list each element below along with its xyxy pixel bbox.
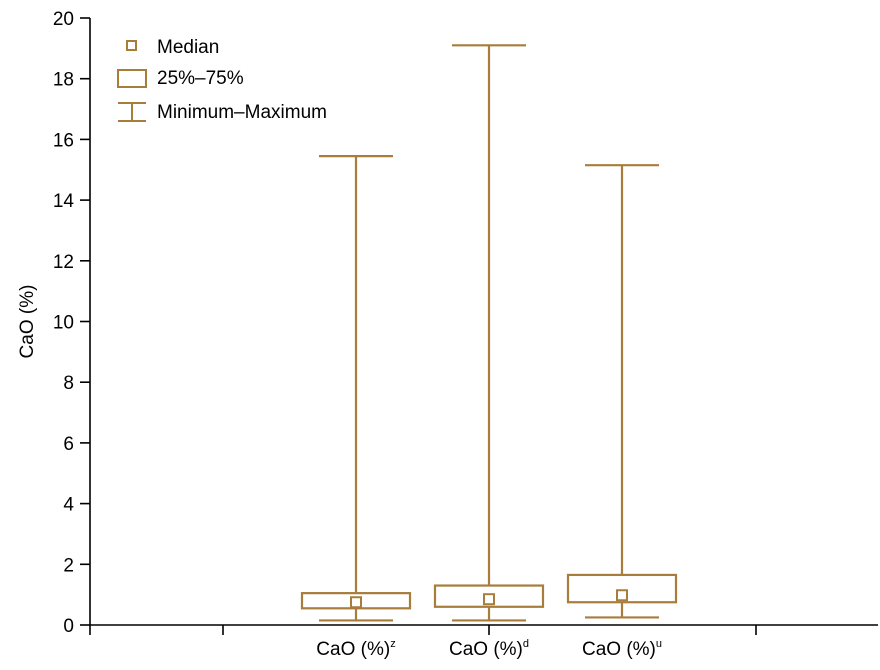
y-axis-title: CaO (%) (17, 285, 38, 359)
legend-median-swatch (126, 40, 137, 51)
legend-box-label: 25%–75% (157, 68, 244, 89)
axes: 0 2 4 6 8 10 12 14 16 18 20 CaO (%) CaO (%)z CaO (%)d… (17, 9, 878, 660)
plot-area (300, 44, 678, 622)
iqr-box (566, 573, 678, 604)
y-tick-label: 0 (63, 616, 74, 637)
median-marker (483, 593, 495, 606)
box-group (566, 164, 678, 619)
iqr-box (433, 584, 545, 608)
y-tick-label: 18 (53, 70, 74, 91)
y-tick-label: 12 (53, 252, 74, 273)
y-tick-label: 20 (53, 9, 74, 30)
box-group (300, 154, 412, 622)
iqr-box (300, 592, 412, 610)
y-tick-label: 4 (63, 495, 74, 516)
legend: Median 25%–75% Minimum–Maximum (117, 37, 327, 123)
y-tick-label: 8 (63, 373, 74, 394)
y-tick-label: 2 (63, 555, 74, 576)
x-tick-label: CaO (%)u (582, 638, 662, 660)
legend-whisker-label: Minimum–Maximum (157, 102, 327, 123)
x-tick-label: CaO (%)d (449, 638, 529, 660)
x-tick-label: CaO (%)z (316, 638, 395, 660)
y-tick-label: 14 (53, 191, 75, 212)
y-tick-label: 6 (63, 434, 74, 455)
box-group (433, 44, 545, 622)
y-tick-label: 16 (53, 130, 74, 151)
median-marker (616, 589, 628, 602)
legend-median-label: Median (157, 37, 219, 58)
legend-box-swatch (117, 69, 147, 88)
y-tick-label: 10 (53, 313, 74, 334)
median-marker (350, 596, 362, 609)
